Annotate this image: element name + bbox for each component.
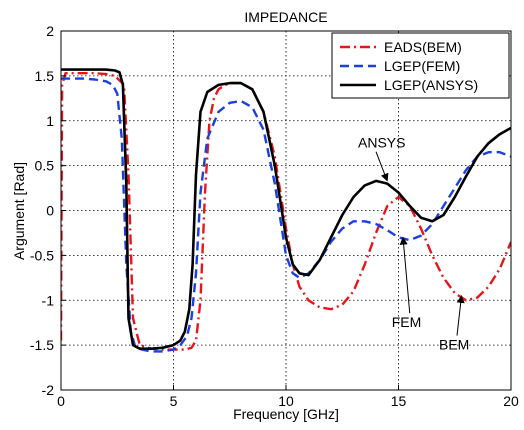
- y-tick-label: -2: [42, 382, 55, 398]
- series-line-2: [61, 77, 511, 353]
- y-tick-label: 0.5: [35, 158, 55, 174]
- y-tick-label: 0: [46, 203, 54, 219]
- x-axis-label: Frequency [GHz]: [233, 406, 339, 422]
- legend-label-3: LGEP(ANSYS): [384, 77, 478, 93]
- annotation-label-3: BEM: [439, 337, 469, 353]
- y-tick-label: 1: [46, 113, 54, 129]
- series-group: [61, 68, 511, 353]
- annotation-label-1: ANSYS: [358, 135, 405, 151]
- y-tick-label: -1.5: [30, 337, 54, 353]
- y-tick-label: -0.5: [30, 247, 54, 263]
- annotation-arrow-1: [375, 151, 389, 182]
- legend-label-2: LGEP(FEM): [384, 58, 460, 74]
- annotation-arrow-2: [399, 236, 411, 314]
- annotation-arrow-3: [456, 294, 465, 336]
- x-tick-label: 5: [170, 393, 178, 409]
- y-tick-label: 2: [46, 23, 54, 39]
- legend: EADS(BEM) LGEP(FEM) LGEP(ANSYS): [331, 32, 510, 99]
- annotations: ANSYS FEM BEM: [358, 135, 469, 353]
- chart-title: IMPEDANCE: [244, 9, 327, 25]
- x-tick-label: 0: [57, 393, 65, 409]
- grid: [61, 31, 511, 390]
- series-line-3: [61, 68, 511, 350]
- legend-label-1: EADS(BEM): [384, 39, 462, 55]
- y-tick-label: 1.5: [35, 68, 55, 84]
- x-tick-label: 15: [391, 393, 407, 409]
- y-axis-label: Argument [Rad]: [11, 162, 27, 260]
- x-tick-label: 10: [278, 393, 294, 409]
- ticks: 0 5 10 15 20 -2 -1.5 -1 -0.5 0 0.5 1 1.5 2: [30, 23, 519, 409]
- annotation-label-2: FEM: [392, 314, 422, 330]
- x-tick-label: 20: [503, 393, 519, 409]
- y-tick-label: -1: [42, 292, 55, 308]
